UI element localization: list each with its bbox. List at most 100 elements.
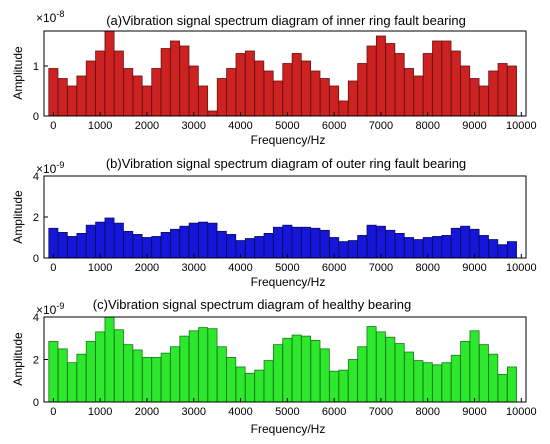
bar xyxy=(67,362,78,403)
bar xyxy=(460,65,471,117)
x-tick-label: 4000 xyxy=(228,406,252,418)
bar xyxy=(478,85,489,117)
bar xyxy=(338,241,349,259)
x-tick-label: 0 xyxy=(50,120,56,132)
bar xyxy=(441,235,452,259)
y-ticks: 0 2 4 xyxy=(33,171,48,265)
x-tick-label: 1000 xyxy=(88,120,112,132)
bar xyxy=(366,326,377,403)
bar xyxy=(123,344,134,403)
bar xyxy=(422,53,433,117)
bar xyxy=(95,221,106,259)
bar xyxy=(432,236,443,259)
bar xyxy=(226,234,237,259)
bar xyxy=(497,63,508,117)
bar xyxy=(506,366,517,403)
bar xyxy=(273,226,283,259)
panel-healthy: (c)Vibration signal spectrum diagram of … xyxy=(11,297,537,436)
bar xyxy=(179,335,190,403)
bar xyxy=(244,372,255,403)
bar xyxy=(469,330,480,403)
x-tick-label: 6000 xyxy=(322,262,346,274)
x-axis-label: Frequency/Hz xyxy=(251,275,326,289)
bar xyxy=(188,330,199,403)
bar xyxy=(160,48,171,117)
panel-outer-ring-fault: (b)Vibration signal spectrum diagram of … xyxy=(11,156,537,289)
x-tick-label: 4000 xyxy=(228,120,252,132)
x-tick-label: 8000 xyxy=(415,262,439,274)
bar xyxy=(226,356,237,403)
x-tick-label: 10000 xyxy=(506,262,537,274)
bar xyxy=(141,85,152,117)
bar xyxy=(319,229,330,259)
x-tick-label: 6000 xyxy=(322,120,346,132)
bar xyxy=(357,346,368,403)
bar xyxy=(273,80,283,117)
bar xyxy=(506,241,517,259)
y-tick-label: 0 xyxy=(33,111,39,123)
bar xyxy=(329,85,340,117)
y-axis-label: Amplitude xyxy=(11,190,25,244)
bar xyxy=(179,45,190,117)
bar xyxy=(432,40,443,117)
bar xyxy=(450,227,461,259)
y-tick-label: 0 xyxy=(33,397,39,409)
x-tick-label: 7000 xyxy=(369,406,393,418)
bar xyxy=(254,369,265,403)
bar xyxy=(235,366,246,403)
x-tick-label: 7000 xyxy=(369,262,393,274)
bar xyxy=(291,226,302,259)
x-tick-label: 0 xyxy=(50,262,56,274)
bar xyxy=(478,235,489,259)
bar xyxy=(263,70,274,117)
bar-series xyxy=(48,217,517,259)
bar xyxy=(394,343,405,403)
bar xyxy=(198,85,209,117)
bar xyxy=(141,356,152,403)
x-tick-label: 2000 xyxy=(135,120,159,132)
bar xyxy=(170,346,181,403)
bar xyxy=(95,50,106,117)
bar xyxy=(441,40,452,117)
y-tick-label: 1 xyxy=(33,61,39,73)
x-tick-label: 2000 xyxy=(135,406,159,418)
bar xyxy=(291,334,302,403)
bar xyxy=(151,68,162,117)
y-axis-label: Amplitude xyxy=(11,46,25,100)
bar xyxy=(244,238,255,259)
x-tick-label: 9000 xyxy=(462,262,486,274)
y-tick-label: 2 xyxy=(33,212,39,224)
bar xyxy=(282,337,293,403)
bar xyxy=(301,335,312,403)
x-tick-label: 1000 xyxy=(88,262,112,274)
bar xyxy=(385,336,396,403)
bar xyxy=(244,50,255,117)
x-tick-label: 9000 xyxy=(462,406,486,418)
bar xyxy=(216,230,227,259)
bar xyxy=(263,232,274,259)
bar xyxy=(104,30,115,117)
bar xyxy=(394,53,405,117)
plot-frame xyxy=(43,30,527,117)
bar xyxy=(48,227,59,259)
bar xyxy=(413,360,424,403)
x-tick-label: 3000 xyxy=(182,406,206,418)
bar xyxy=(57,78,68,117)
bar xyxy=(263,360,274,403)
bar xyxy=(132,349,143,403)
bar xyxy=(338,369,349,403)
bar xyxy=(170,40,181,117)
bar xyxy=(132,75,143,117)
bar xyxy=(207,328,218,403)
bar xyxy=(198,221,209,259)
bar xyxy=(310,227,321,259)
bar xyxy=(207,222,218,259)
bar xyxy=(366,224,377,259)
bar xyxy=(366,45,377,117)
bar xyxy=(160,352,171,403)
bar xyxy=(57,231,68,259)
bar xyxy=(95,331,106,403)
bar xyxy=(48,341,59,403)
bar xyxy=(254,60,265,117)
